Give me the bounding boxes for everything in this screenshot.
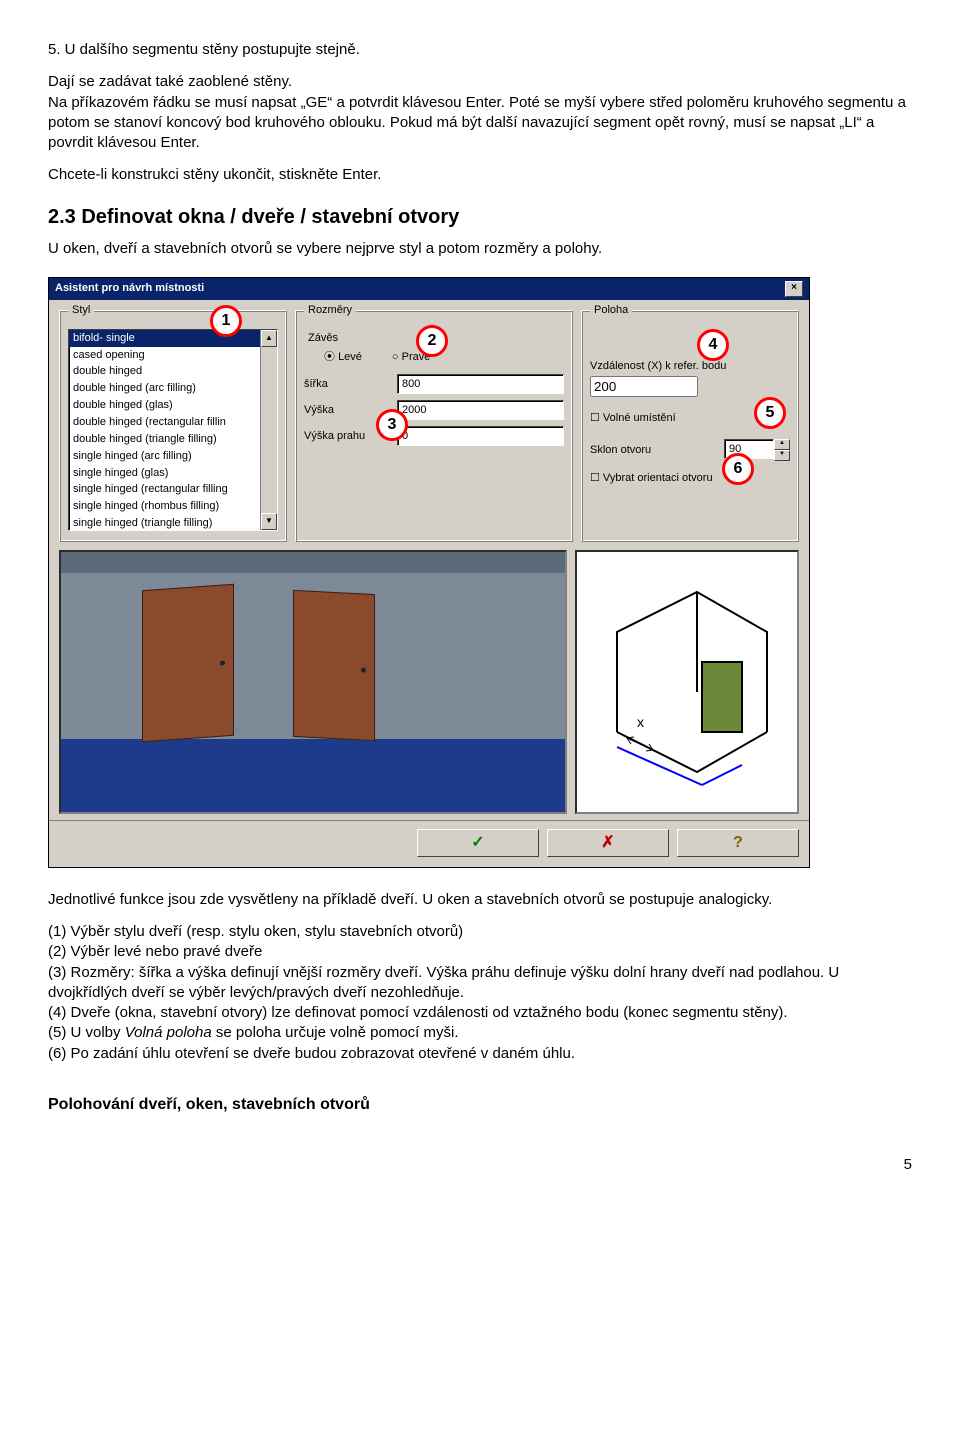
list-item[interactable]: double hinged (triangle filling) xyxy=(69,431,277,448)
group-poloha: Poloha 4 5 6 Vzdálenost (X) k refer. bod… xyxy=(581,310,799,542)
label-vzdalenost: Vzdálenost (X) k refer. bodu xyxy=(590,359,790,374)
cancel-button[interactable]: ✗ xyxy=(547,829,669,857)
input-vyska[interactable] xyxy=(397,400,564,420)
list-item[interactable]: double hinged (glas) xyxy=(69,397,277,414)
list-item[interactable]: bifold- single xyxy=(69,330,277,347)
after-l6: (6) Po zadání úhlu otevření se dveře bud… xyxy=(48,1044,912,1064)
label-vyska: Výška xyxy=(304,403,389,418)
legend-styl: Styl xyxy=(68,303,94,318)
list-item[interactable]: single hinged (arc filling) xyxy=(69,448,277,465)
para-3: Na příkazovém řádku se musí napsat „GE“ … xyxy=(48,93,912,154)
room-assistant-dialog: Asistent pro návrh místnosti × Styl 1 bi… xyxy=(48,277,810,868)
dialog-titlebar: Asistent pro návrh místnosti × xyxy=(49,278,809,300)
badge-1: 1 xyxy=(210,305,242,337)
radio-leve[interactable]: Levé xyxy=(324,350,362,365)
badge-5: 5 xyxy=(754,397,786,429)
list-item[interactable]: single hinged (glas) xyxy=(69,465,277,482)
label-sklon: Sklon otvoru xyxy=(590,443,716,458)
section-intro: U oken, dveří a stavebních otvorů se vyb… xyxy=(48,239,912,259)
after-l4: (4) Dveře (okna, stavební otvory) lze de… xyxy=(48,1003,912,1023)
list-item[interactable]: single hinged (rhombus filling) xyxy=(69,498,277,515)
after-l5a: (5) U volby xyxy=(48,1024,125,1041)
after-l5b: se poloha určuje volně pomocí myši. xyxy=(212,1024,459,1041)
list-item[interactable]: double hinged xyxy=(69,363,277,380)
scrollbar[interactable]: ▲ ▼ xyxy=(260,330,277,530)
group-styl: Styl 1 bifold- single cased opening doub… xyxy=(59,310,287,542)
badge-6: 6 xyxy=(722,453,754,485)
after-l5: (5) U volby Volná poloha se poloha určuj… xyxy=(48,1023,912,1043)
dialog-title: Asistent pro návrh místnosti xyxy=(55,281,204,296)
label-vyska-prahu: Výška prahu xyxy=(304,429,389,444)
scroll-down-icon[interactable]: ▼ xyxy=(261,513,277,530)
preview-3d xyxy=(59,550,567,814)
help-button[interactable]: ? xyxy=(677,829,799,857)
checkbox-orientace[interactable]: Vybrat orientaci otvoru xyxy=(590,471,790,486)
group-rozmery: Rozměry 2 3 Závěs Levé Pravé šířka Výška xyxy=(295,310,573,542)
legend-rozmery: Rozměry xyxy=(304,303,356,318)
after-l5i: Volná poloha xyxy=(125,1024,212,1041)
after-l3: (3) Rozměry: šířka a výška definují vněj… xyxy=(48,963,912,1004)
door-left-icon xyxy=(142,584,234,742)
label-sirka: šířka xyxy=(304,377,389,392)
section-title: 2.3 Definovat okna / dveře / stavební ot… xyxy=(48,204,912,231)
para-2: Dají se zadávat také zaoblené stěny. xyxy=(48,72,912,92)
after-p1: Jednotlivé funkce jsou zde vysvětleny na… xyxy=(48,890,912,910)
page-number: 5 xyxy=(48,1155,912,1175)
close-icon[interactable]: × xyxy=(785,281,803,297)
spin-up-icon[interactable]: ▲ xyxy=(774,439,790,450)
list-item[interactable]: single hinged (triangle filling) xyxy=(69,515,277,531)
list-item[interactable]: double hinged (rectangular fillin xyxy=(69,414,277,431)
legend-poloha: Poloha xyxy=(590,303,632,318)
after-l1: (1) Výběr stylu dveří (resp. stylu oken,… xyxy=(48,922,912,942)
style-listbox[interactable]: bifold- single cased opening double hing… xyxy=(68,329,278,531)
svg-text:x: x xyxy=(637,714,644,730)
ok-button[interactable]: ✓ xyxy=(417,829,539,857)
subsection-title: Polohování dveří, oken, stavebních otvor… xyxy=(48,1094,912,1116)
door-right-icon xyxy=(293,590,375,741)
after-l2: (2) Výběr levé nebo pravé dveře xyxy=(48,942,912,962)
list-item[interactable]: single hinged (rectangular filling xyxy=(69,481,277,498)
para-1: 5. U dalšího segmentu stěny postupujte s… xyxy=(48,40,912,60)
badge-2: 2 xyxy=(416,325,448,357)
para-4: Chcete-li konstrukci stěny ukončit, stis… xyxy=(48,165,912,185)
input-sirka[interactable] xyxy=(397,374,564,394)
badge-4: 4 xyxy=(697,329,729,361)
badge-3: 3 xyxy=(376,409,408,441)
spin-down-icon[interactable]: ▼ xyxy=(774,450,790,461)
input-vyska-prahu[interactable] xyxy=(397,426,564,446)
scroll-up-icon[interactable]: ▲ xyxy=(261,330,277,347)
list-item[interactable]: cased opening xyxy=(69,347,277,364)
list-item[interactable]: double hinged (arc filling) xyxy=(69,380,277,397)
preview-diagram: x xyxy=(575,550,799,814)
input-vzdalenost[interactable] xyxy=(590,376,698,397)
dialog-button-row: ✓ ✗ ? xyxy=(49,820,809,867)
